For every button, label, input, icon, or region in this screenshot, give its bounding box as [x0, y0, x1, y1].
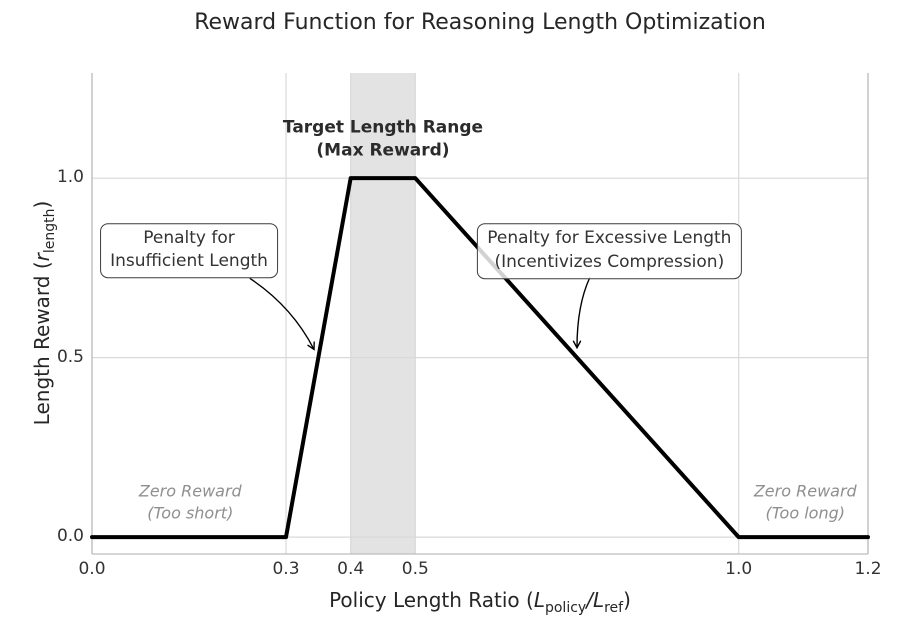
- x-tick-label: 1.0: [725, 559, 753, 579]
- y-tick-label: 0.5: [56, 346, 84, 367]
- y-tick-label: 1.0: [56, 167, 84, 188]
- target-band: [350, 73, 416, 554]
- x-axis-sub2: ref: [604, 600, 624, 616]
- annotation-arrow: [572, 276, 591, 350]
- chart-title: Reward Function for Reasoning Length Opt…: [194, 10, 766, 35]
- x-axis-sub1: policy: [544, 600, 587, 616]
- x-axis-label: Policy Length Ratio (Lpolicy/Lref): [92, 588, 868, 615]
- zero-reward-short-label: Zero Reward (Too short): [139, 480, 242, 523]
- zero-reward-short-line2: (Too short): [147, 502, 234, 522]
- y-axis-sub: length: [42, 208, 58, 254]
- insufficient-length-callout: Penalty for Insufficient Length: [100, 222, 278, 279]
- x-axis-label-close: ): [623, 588, 631, 612]
- insufficient-length-line2: Insufficient Length: [110, 251, 268, 272]
- excessive-length-line2: (Incentivizes Compression): [494, 252, 725, 273]
- target-range-annotation: Target Length Range (Max Reward): [283, 117, 483, 162]
- x-tick-label: 0.4: [337, 559, 365, 579]
- y-axis-label: Length Reward (rlength): [30, 200, 58, 426]
- y-tick-label: 0.0: [56, 526, 84, 547]
- annotation-arrow: [249, 277, 315, 351]
- zero-reward-short-line1: Zero Reward: [138, 481, 242, 501]
- target-range-line1: Target Length Range: [282, 117, 484, 138]
- zero-reward-long-line2: (Too long): [765, 502, 845, 522]
- x-tick-label: 0.3: [272, 559, 300, 579]
- x-tick-label: 0.0: [78, 559, 106, 579]
- x-axis-label-text: Policy Length Ratio (: [329, 588, 534, 612]
- y-axis-var: r: [30, 253, 54, 262]
- zero-reward-long-label: Zero Reward (Too long): [754, 480, 857, 523]
- excessive-length-callout: Penalty for Excessive Length (Incentiviz…: [477, 223, 742, 279]
- reward-curve: [90, 176, 870, 540]
- x-axis-var1: L: [533, 588, 545, 612]
- x-tick-label: 1.2: [854, 559, 882, 579]
- target-range-line2: (Max Reward): [316, 140, 450, 161]
- x-axis-var2: L: [592, 588, 605, 612]
- y-axis-label-close: ): [30, 200, 54, 209]
- insufficient-length-line1: Penalty for: [143, 227, 235, 248]
- zero-reward-long-line1: Zero Reward: [753, 481, 857, 501]
- excessive-length-line1: Penalty for Excessive Length: [487, 228, 732, 249]
- y-axis-label-text: Length Reward (: [30, 261, 54, 426]
- x-axis-op: /: [586, 588, 593, 612]
- x-tick-label: 0.5: [401, 559, 429, 579]
